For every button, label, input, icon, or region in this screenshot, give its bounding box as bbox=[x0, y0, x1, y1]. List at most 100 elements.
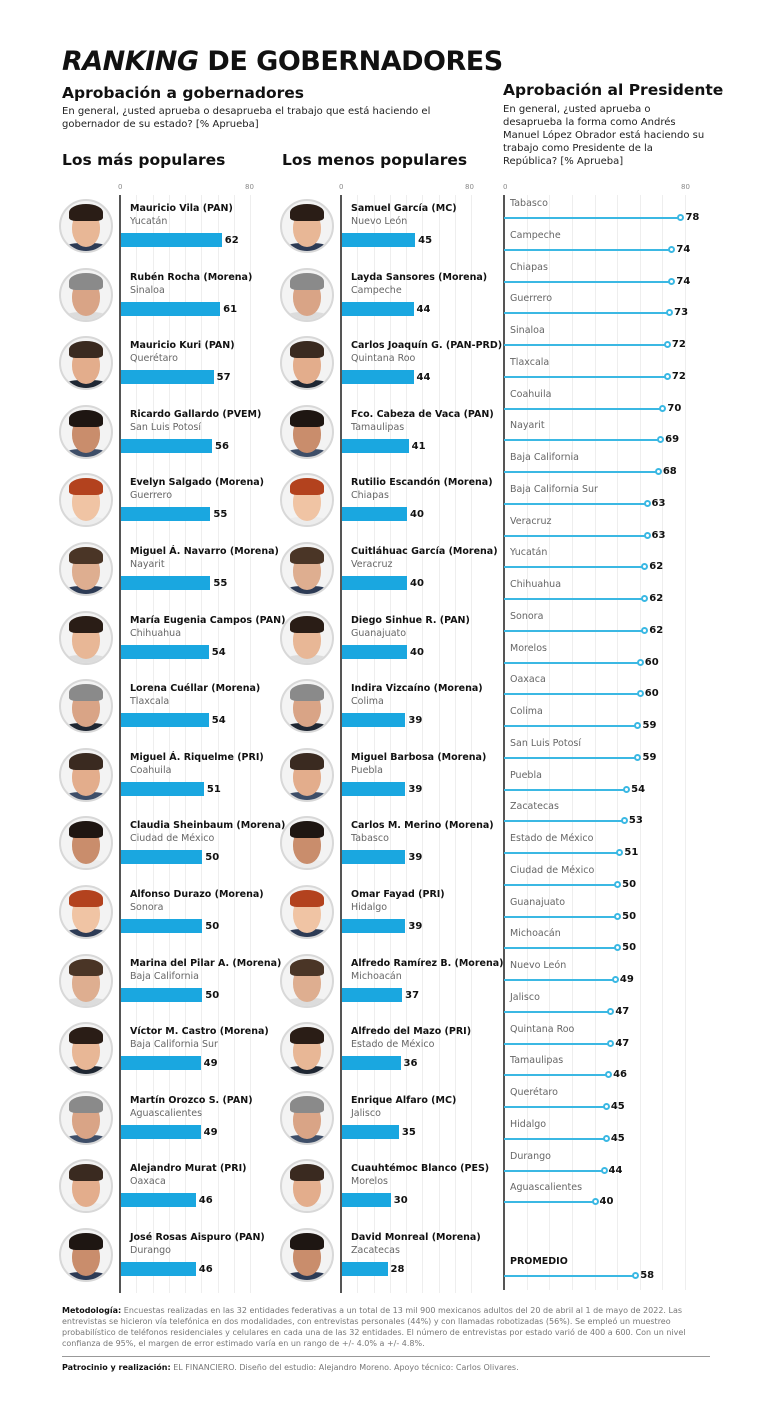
state-label: Tlaxcala bbox=[510, 356, 550, 368]
approval-value: 49 bbox=[203, 1126, 218, 1138]
governor-state: Tlaxcala bbox=[130, 696, 170, 708]
approval-bar bbox=[121, 301, 221, 316]
lollipop-line bbox=[504, 725, 638, 727]
governor-name: Marina del Pilar A. (Morena) bbox=[130, 957, 282, 969]
state-label: Chihuahua bbox=[510, 579, 562, 590]
president-state-row: Campeche 74 bbox=[504, 227, 709, 259]
avatar-hair bbox=[69, 684, 103, 702]
president-state-row: Yucatán 62 bbox=[504, 544, 709, 576]
governor-row: Carlos Joaquín G. (PAN-PRD) Quintana Roo 4… bbox=[279, 332, 502, 400]
approval-value: 47 bbox=[615, 1005, 630, 1017]
governor-row: Fco. Cabeza de Vaca (PAN) Tamaulipas 41 bbox=[279, 401, 499, 469]
avatar-shirt bbox=[284, 243, 330, 251]
state-label: Veracruz bbox=[510, 515, 552, 527]
approval-bar bbox=[342, 507, 407, 522]
governor-row: José Rosas Aispuro (PAN) Durango 46 bbox=[58, 1224, 278, 1292]
approval-value: 61 bbox=[223, 303, 238, 315]
lollipop-line bbox=[504, 312, 670, 315]
governor-row: Rutilio Escandón (Morena) Chiapas 40 bbox=[279, 469, 499, 537]
approval-value: 45 bbox=[610, 1132, 625, 1144]
lollipop-dot-icon bbox=[607, 1007, 615, 1015]
approval-value: 50 bbox=[205, 921, 220, 932]
avatar-hair bbox=[290, 341, 324, 359]
avatar-shirt bbox=[284, 311, 330, 320]
approval-value: 62 bbox=[649, 624, 664, 636]
governor-name: Indira Vizcaíno (Morena) bbox=[351, 683, 483, 695]
governor-name: José Rosas Aispuro (PAN) bbox=[130, 1232, 265, 1243]
approval-bar bbox=[121, 1262, 196, 1276]
lollipop-dot-icon bbox=[636, 690, 644, 698]
president-state-row: Durango 44 bbox=[504, 1148, 709, 1180]
approval-value: 45 bbox=[418, 235, 433, 246]
avatar bbox=[280, 747, 334, 802]
governor-row: Omar Fayad (PRI) Hidalgo 39 bbox=[279, 881, 499, 949]
avatar-shirt bbox=[63, 243, 109, 251]
state-label: Baja California Sur bbox=[510, 483, 598, 495]
gridline bbox=[438, 195, 440, 1293]
approval-value: 59 bbox=[642, 751, 657, 763]
governor-state: Guanajuato bbox=[351, 627, 407, 639]
governor-state: Yucatán bbox=[130, 216, 168, 227]
president-state-row: Chiapas 74 bbox=[504, 259, 709, 291]
avatar-shirt bbox=[63, 1134, 109, 1143]
governor-name: Diego Sinhue R. (PAN) bbox=[351, 614, 470, 626]
lollipop-line bbox=[504, 629, 645, 632]
avatar-shirt bbox=[63, 586, 109, 594]
approval-value: 54 bbox=[211, 646, 226, 658]
avatar-shirt bbox=[284, 448, 330, 457]
approval-bar bbox=[342, 233, 416, 247]
state-label: Chiapas bbox=[510, 261, 548, 273]
gridline bbox=[357, 195, 359, 1293]
credits-text: EL FINANCIERO. Diseño del estudio: Aleja… bbox=[170, 1363, 519, 1372]
state-label: Quintana Roo bbox=[510, 1023, 575, 1035]
state-label: Nuevo León bbox=[510, 960, 567, 971]
axis-tick-max: 80 bbox=[245, 183, 254, 191]
avatar bbox=[59, 747, 113, 802]
approval-bar bbox=[121, 987, 203, 1002]
approval-value: 73 bbox=[674, 307, 689, 319]
lollipop-dot-icon bbox=[677, 214, 685, 221]
avatar-hair bbox=[69, 272, 103, 290]
state-label: Colima bbox=[510, 706, 543, 717]
lollipop-line bbox=[504, 661, 640, 664]
gridline bbox=[185, 195, 186, 1293]
governor-row: Cuitláhuac García (Morena) Veracruz 40 bbox=[279, 538, 499, 606]
approval-value: 30 bbox=[393, 1195, 408, 1207]
approval-bar bbox=[121, 1056, 201, 1071]
avatar-shirt bbox=[63, 380, 109, 389]
gridline bbox=[617, 195, 619, 1290]
state-label: Durango bbox=[510, 1150, 551, 1162]
approval-value: 54 bbox=[211, 715, 226, 727]
avatar-shirt bbox=[63, 860, 109, 869]
governor-state: Oaxaca bbox=[130, 1176, 166, 1188]
lollipop-line bbox=[504, 1137, 606, 1140]
avatar-shirt bbox=[63, 929, 109, 937]
lollipop-line bbox=[504, 756, 638, 759]
governor-state: Baja California bbox=[130, 970, 199, 982]
avatar bbox=[280, 953, 334, 1008]
lollipop-line bbox=[504, 439, 661, 442]
approval-value: 60 bbox=[644, 656, 659, 668]
governor-state: Guerrero bbox=[130, 490, 173, 502]
governors-subtitle: Aprobación a gobernadores bbox=[62, 84, 304, 102]
lollipop-dot-icon bbox=[636, 658, 644, 666]
avatar bbox=[280, 404, 334, 459]
governor-state: Aguascalientes bbox=[130, 1107, 203, 1119]
approval-value: 50 bbox=[205, 852, 220, 864]
avatar-hair bbox=[69, 821, 103, 839]
avatar bbox=[280, 1090, 334, 1145]
president-title: Aprobación al Presidente bbox=[503, 81, 724, 99]
lollipop-line bbox=[504, 1106, 606, 1108]
lollipop-line bbox=[504, 598, 645, 600]
avatar-hair bbox=[290, 890, 324, 907]
president-state-row: Veracruz 63 bbox=[504, 513, 709, 545]
avatar bbox=[59, 336, 113, 391]
governor-row: Enrique Alfaro (MC) Jalisco 35 bbox=[279, 1087, 499, 1155]
avatar bbox=[59, 404, 113, 459]
president-state-row: San Luis Potosí 59 bbox=[504, 735, 709, 767]
president-state-row: Puebla 54 bbox=[504, 767, 709, 799]
avatar-hair bbox=[290, 409, 324, 427]
axis-tick-max: 80 bbox=[681, 183, 690, 191]
lollipop-dot-icon bbox=[643, 531, 651, 539]
gridline bbox=[662, 195, 664, 1290]
